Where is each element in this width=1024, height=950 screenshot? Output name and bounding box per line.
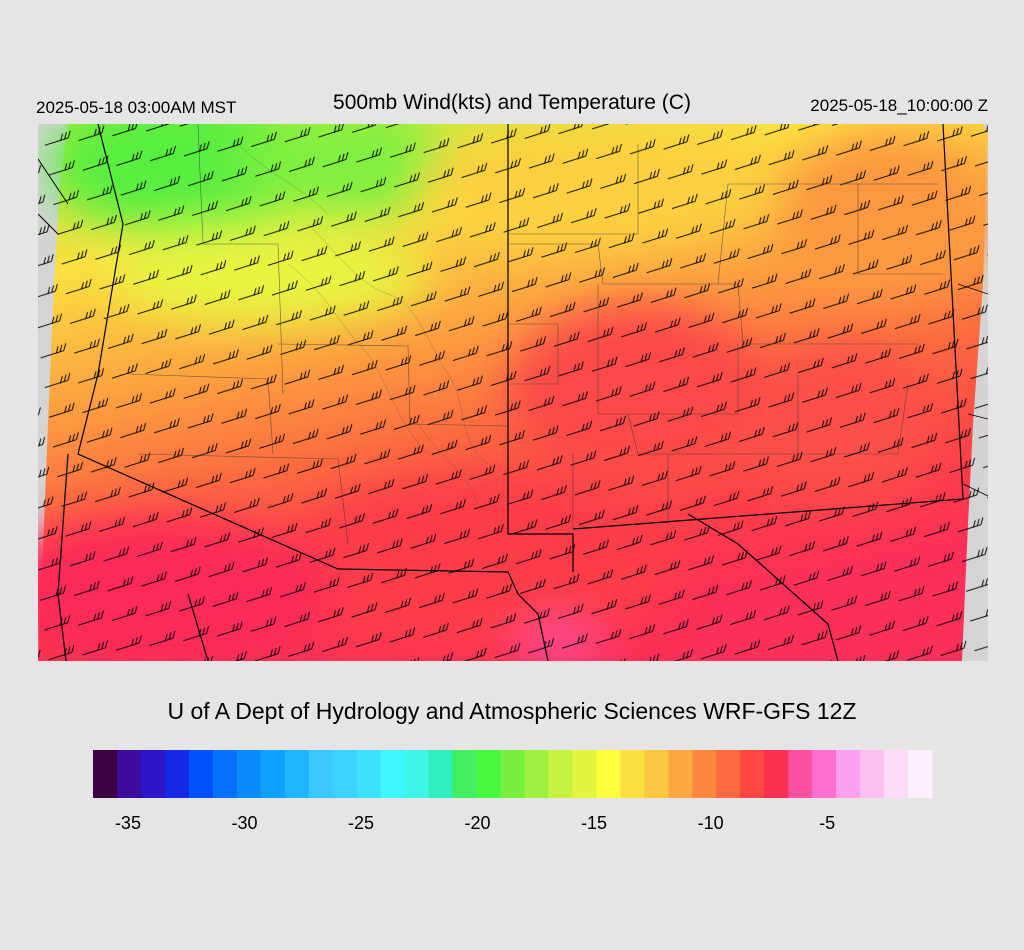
colorbar-swatch	[596, 750, 621, 798]
colorbar-swatch	[116, 750, 142, 798]
colorbar-swatch	[572, 750, 597, 798]
local-time-label: 2025-05-18 03:00AM MST	[36, 98, 237, 117]
colorbar-tick-label: -10	[698, 813, 724, 833]
colorbar-swatch	[740, 750, 765, 798]
valid-time-label: 2025-05-18_10:00:00 Z	[810, 96, 988, 115]
colorbar-swatch	[332, 750, 358, 798]
colorbar-swatch	[668, 750, 693, 798]
colorbar-tick-label: -25	[348, 813, 374, 833]
colorbar-tick-label: -30	[231, 813, 257, 833]
colorbar-swatches	[93, 750, 933, 798]
colorbar-swatch	[236, 750, 262, 798]
colorbar-tick-label: -35	[115, 813, 141, 833]
colorbar-swatch	[476, 750, 502, 798]
colorbar-ticks: -35 -30 -25 -20 -15 -10 -5	[115, 813, 835, 833]
colorbar-swatch	[908, 750, 933, 798]
colorbar-swatch	[164, 750, 190, 798]
colorbar-swatch	[356, 750, 382, 798]
colorbar-swatch	[188, 750, 214, 798]
colorbar-swatch	[788, 750, 813, 798]
colorbar-swatch	[812, 750, 837, 798]
colorbar-swatch	[524, 750, 549, 798]
colorbar-swatch	[260, 750, 286, 798]
colorbar-swatch	[93, 750, 118, 798]
temperature-colorbar: -35 -30 -25 -20 -15 -10 -5	[93, 750, 933, 833]
colorbar-swatch	[428, 750, 454, 798]
colorbar-swatch	[644, 750, 669, 798]
credit-label: U of A Dept of Hydrology and Atmospheric…	[167, 698, 857, 724]
colorbar-swatch	[716, 750, 741, 798]
colorbar-tick-label: -5	[819, 813, 835, 833]
colorbar-swatch	[140, 750, 166, 798]
colorbar-swatch	[452, 750, 478, 798]
colorbar-swatch	[308, 750, 334, 798]
terrain-contours	[237, 143, 489, 505]
colorbar-swatch	[884, 750, 909, 798]
temperature-wind-map	[38, 124, 988, 661]
colorbar-swatch	[764, 750, 789, 798]
county-borders	[127, 124, 943, 545]
colorbar-tick-label: -15	[581, 813, 607, 833]
state-borders	[38, 124, 988, 661]
colorbar-swatch	[620, 750, 645, 798]
colorbar-swatch	[500, 750, 525, 798]
colorbar-swatch	[548, 750, 573, 798]
colorbar-swatch	[212, 750, 238, 798]
colorbar-tick-label: -20	[465, 813, 491, 833]
colorbar-swatch	[836, 750, 861, 798]
wind-barbs	[38, 124, 988, 661]
colorbar-swatch	[692, 750, 717, 798]
colorbar-swatch	[860, 750, 885, 798]
map-title: 500mb Wind(kts) and Temperature (C)	[333, 91, 691, 114]
colorbar-swatch	[284, 750, 310, 798]
colorbar-swatch	[380, 750, 406, 798]
colorbar-swatch	[404, 750, 430, 798]
